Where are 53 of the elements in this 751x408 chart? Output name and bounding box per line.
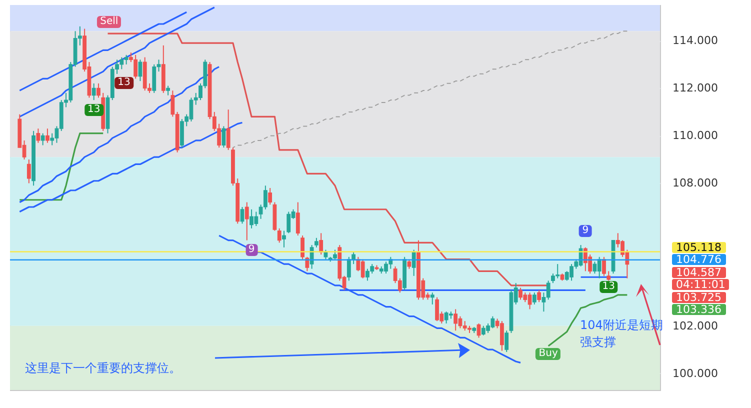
candlestick [296, 202, 300, 236]
candlestick [532, 292, 536, 305]
candlestick [319, 232, 324, 256]
annotation: 9 [579, 224, 592, 237]
y-tick-label: 110.000 [672, 129, 718, 142]
candlestick [407, 258, 412, 270]
text: 103.336 [672, 303, 726, 316]
ref-line-label: 104.776 [672, 253, 726, 266]
annotation: 这里是下一个重要的支撑位。 [25, 361, 181, 375]
candlestick [96, 82, 100, 98]
candlestick [412, 249, 416, 276]
candlestick [92, 82, 96, 101]
candlestick [504, 330, 509, 352]
candlestick [46, 128, 50, 144]
candlestick [268, 187, 272, 206]
candlestick [40, 132, 45, 146]
candlestick [537, 290, 542, 303]
annotation: 13 [84, 104, 104, 116]
annotation: 9 [245, 244, 258, 256]
y-tick-label: 114.000 [672, 34, 718, 48]
annotation: 13 [114, 77, 134, 90]
candlestick [430, 292, 434, 305]
annotation: Buy [536, 348, 561, 360]
ref-line-label: 105.118 [672, 240, 726, 254]
candlestick [36, 128, 40, 144]
candlestick [26, 158, 31, 184]
candlestick [606, 270, 611, 282]
text: 04:11:01 [672, 278, 730, 292]
candlestick [286, 211, 291, 234]
candlestick [277, 228, 282, 244]
y-tick-label: 100.000 [672, 366, 718, 380]
candlestick [152, 64, 156, 94]
y-tick-label: 108.000 [672, 176, 718, 190]
candlestick [300, 235, 304, 260]
candlestick [240, 206, 244, 224]
text: 103.725 [672, 290, 726, 304]
candlestick [138, 59, 142, 82]
y-tick-label: 112.000 [672, 82, 718, 95]
candlestick [222, 126, 226, 148]
candlestick [166, 85, 170, 96]
y-tick-label: 102.000 [672, 319, 718, 332]
annotation: Sell [97, 16, 122, 28]
annotation: 强支撑 [580, 335, 616, 349]
candlestick [244, 202, 249, 241]
candlestick [282, 230, 286, 248]
candlestick [50, 132, 54, 146]
candlestick [602, 256, 606, 276]
candlestick [226, 109, 230, 150]
text: 104.587 [672, 266, 726, 279]
annotation: 13 [599, 280, 618, 293]
candlestick [305, 256, 310, 272]
candlestick [454, 308, 458, 332]
candlestick [314, 237, 318, 248]
